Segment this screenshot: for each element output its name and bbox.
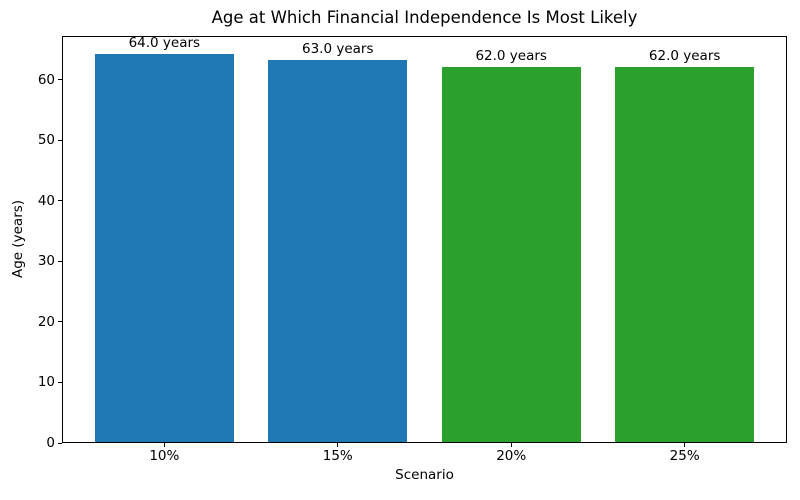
- chart-title: Age at Which Financial Independence Is M…: [211, 8, 638, 27]
- y-tick-label: 60: [37, 71, 55, 88]
- bar-value-label: 62.0 years: [648, 47, 721, 64]
- x-axis-label: Scenario: [395, 467, 454, 483]
- bar-15%: [268, 60, 408, 442]
- x-tick-label: 20%: [496, 448, 527, 464]
- plot-area: 64.0 years 63.0 years 62.0 years 62.0 years: [62, 35, 787, 443]
- y-tick-label: 0: [46, 435, 55, 451]
- bar-25%: [615, 66, 755, 442]
- x-tick-mark: [510, 443, 512, 447]
- x-tick-mark: [337, 443, 339, 447]
- bar-value-label: 64.0 years: [128, 35, 201, 52]
- x-tick-label: 15%: [322, 448, 353, 464]
- bar-value-label: 63.0 years: [302, 41, 374, 58]
- x-tick-label: 10%: [149, 448, 180, 464]
- x-tick-mark: [163, 443, 165, 447]
- y-axis-label: Age (years): [10, 199, 26, 279]
- x-tick-label: 25%: [669, 448, 700, 464]
- x-tick-mark: [684, 443, 686, 447]
- y-tick-label: 10: [37, 374, 55, 391]
- bar-20%: [441, 66, 581, 442]
- bar-10%: [94, 54, 234, 442]
- bar-value-label: 62.0 years: [475, 47, 547, 64]
